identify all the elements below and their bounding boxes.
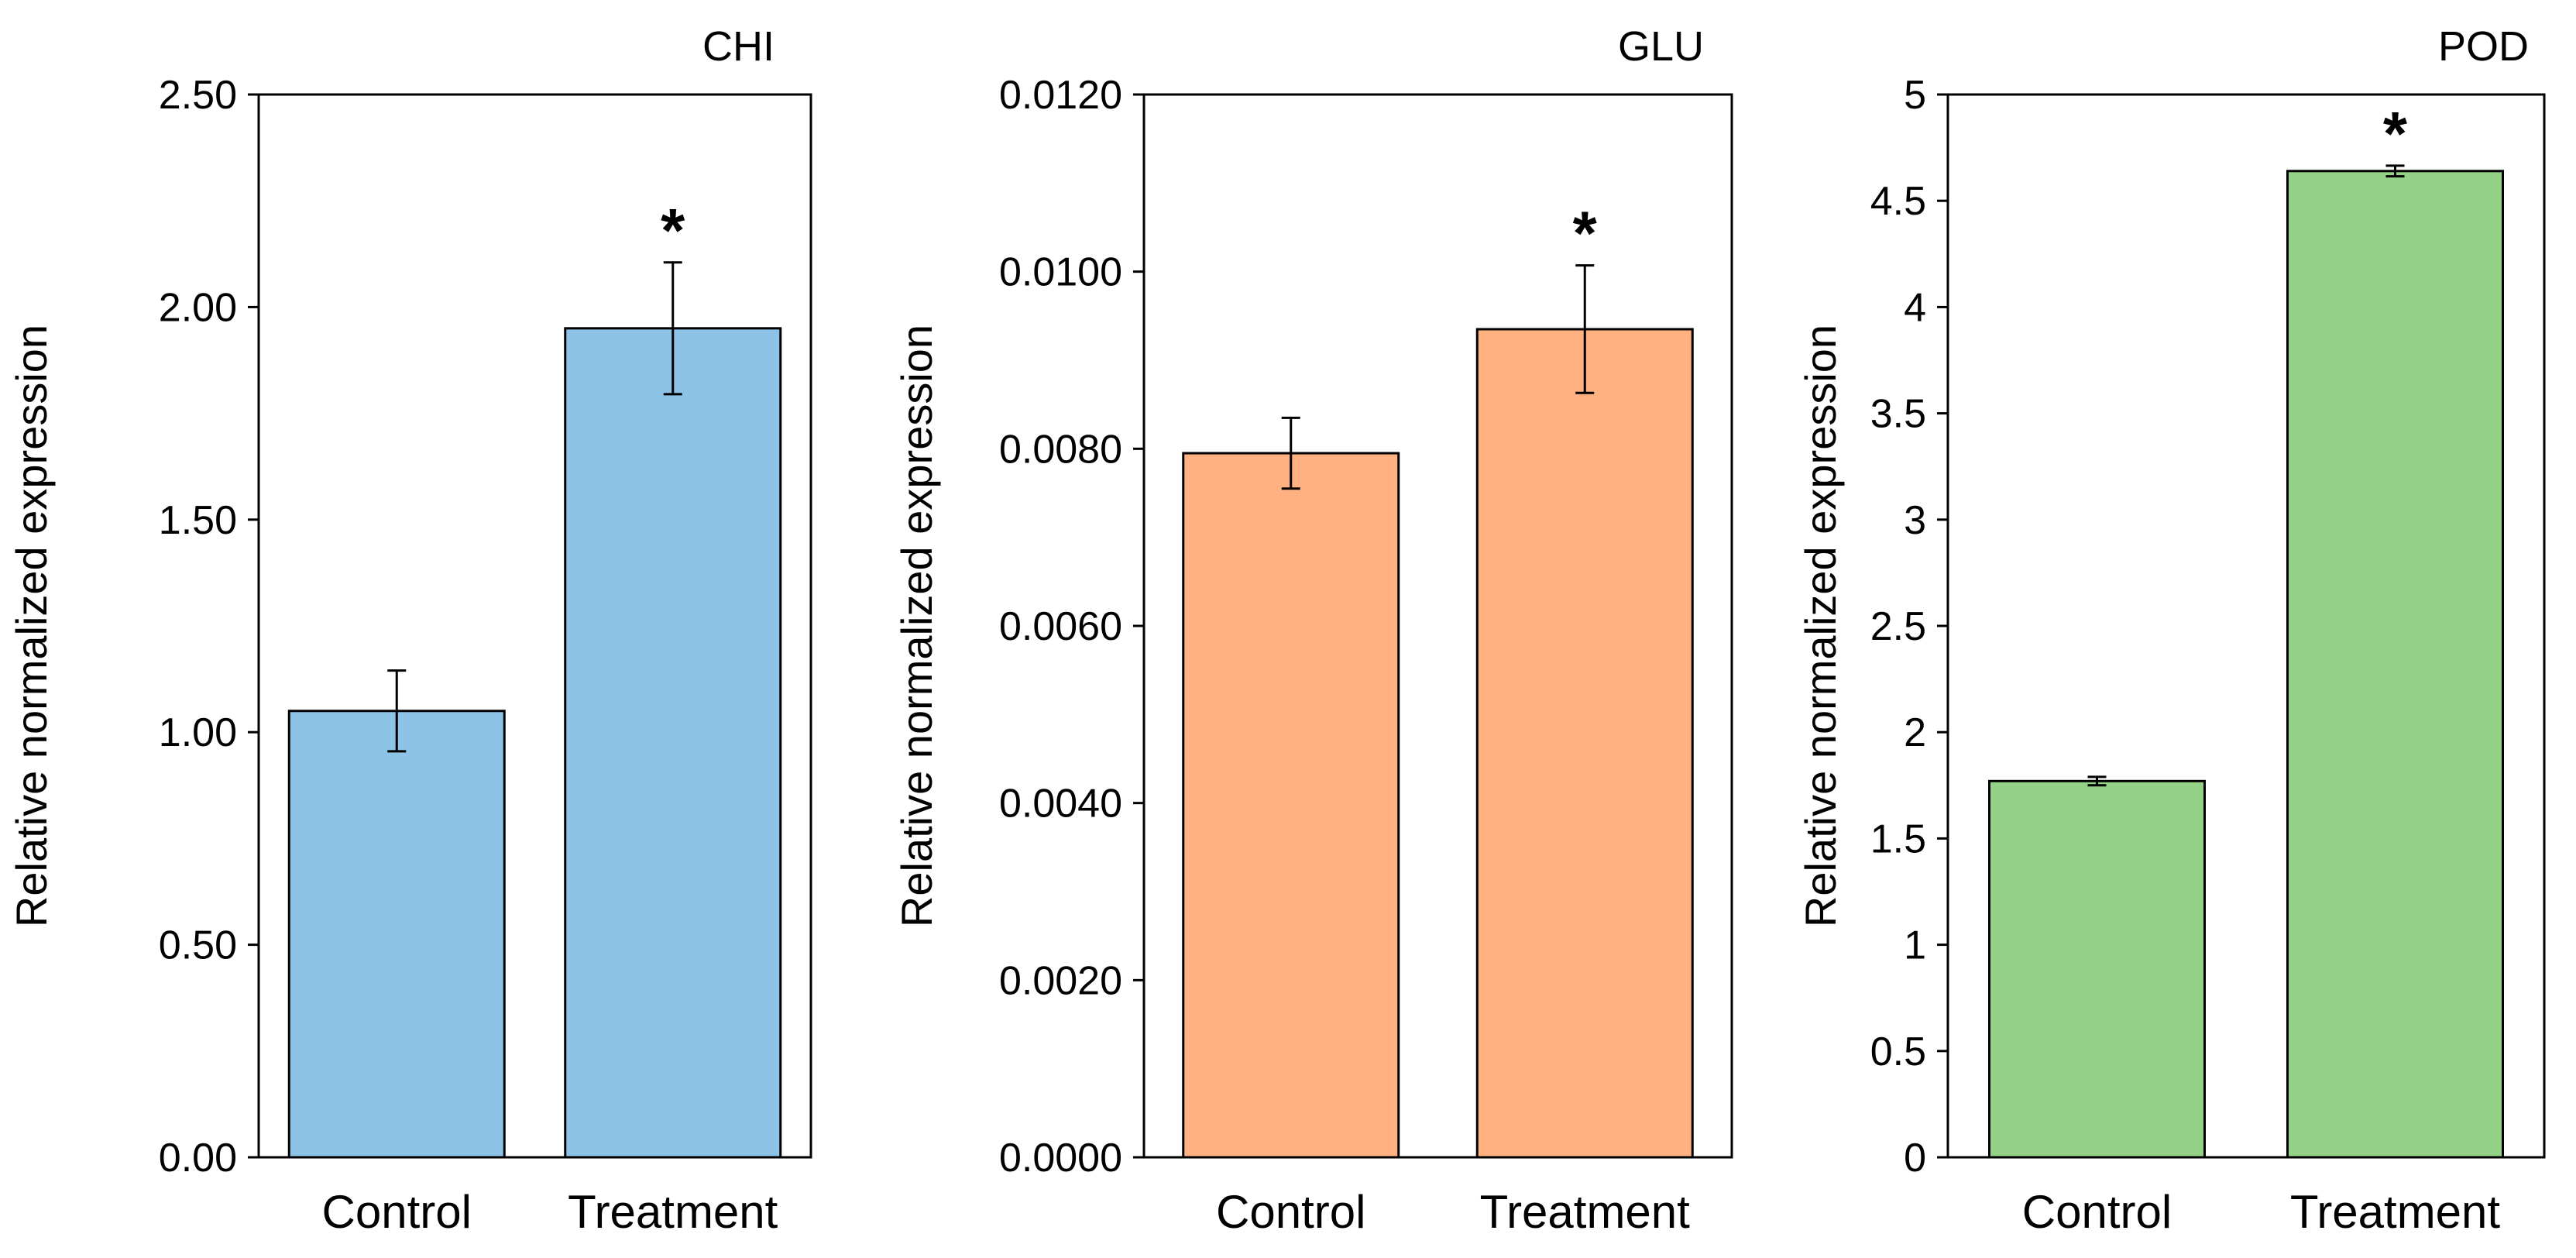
category-label: Control [322,1186,472,1238]
y-tick-label: 2.5 [1870,604,1926,649]
bar-control [287,710,506,1159]
category-label: Control [1216,1186,1365,1238]
significance-marker: * [2383,99,2408,168]
category-label: Treatment [568,1186,778,1238]
bar-control [1988,779,2206,1159]
y-tick-label: 0.00 [159,1136,237,1181]
y-tick-label: 4 [1904,285,1926,330]
y-tick-label: 0.0020 [999,958,1122,1003]
y-tick-label: 1 [1904,923,1926,968]
category-label: Control [2022,1186,2172,1238]
y-tick-label: 1.5 [1870,816,1926,861]
y-tick-label: 0 [1904,1136,1926,1181]
bar-control [1182,452,1400,1159]
y-tick-label: 1.00 [159,710,237,755]
category-label: Treatment [2290,1186,2501,1238]
y-tick-label: 2 [1904,710,1926,755]
bar-treatment [2286,170,2504,1159]
chart-panel-chi: Control * Treatment 0.00 0.50 1.00 1.50 2.00 2.5… [7,23,812,1238]
panel-title: CHI [702,23,775,70]
y-tick-label: 5 [1904,73,1926,118]
y-tick-label: 0.0040 [999,782,1122,827]
y-axis-title: Relative normalized expression [7,325,56,927]
y-tick-label: 3.5 [1870,392,1926,437]
bar-treatment [1475,328,1694,1159]
category-label: Treatment [1480,1186,1691,1238]
y-tick-label: 0.5 [1870,1029,1926,1074]
y-axis-title: Relative normalized expression [892,325,941,927]
chart-panel-pod: Control * Treatment 0 0.5 1 1.5 2 2.5 3 3.5 4 4.5 5 Re… [1796,23,2546,1238]
y-tick-label: 0.0000 [999,1136,1122,1181]
significance-marker: * [1573,199,1598,268]
bar-treatment [564,327,782,1159]
y-tick-label: 2.00 [159,285,237,330]
y-tick-label: 0.0060 [999,604,1122,649]
y-axis-title: Relative normalized expression [1796,325,1845,927]
panel-title: GLU [1618,23,1704,70]
y-tick-label: 3 [1904,498,1926,543]
plot-frame [257,93,812,1159]
y-tick-label: 0.50 [159,923,237,968]
y-tick-label: 0.0080 [999,427,1122,472]
y-tick-label: 0.0120 [999,73,1122,118]
y-tick-label: 1.50 [159,498,237,543]
y-tick-label: 0.0100 [999,250,1122,295]
chart-panel-glu: Control * Treatment 0.0000 0.0020 0.0040 0.006… [892,23,1733,1238]
y-tick-label: 4.5 [1870,179,1926,224]
significance-marker: * [661,196,685,265]
y-tick-label: 2.50 [159,73,237,118]
panel-title: POD [2438,23,2529,70]
